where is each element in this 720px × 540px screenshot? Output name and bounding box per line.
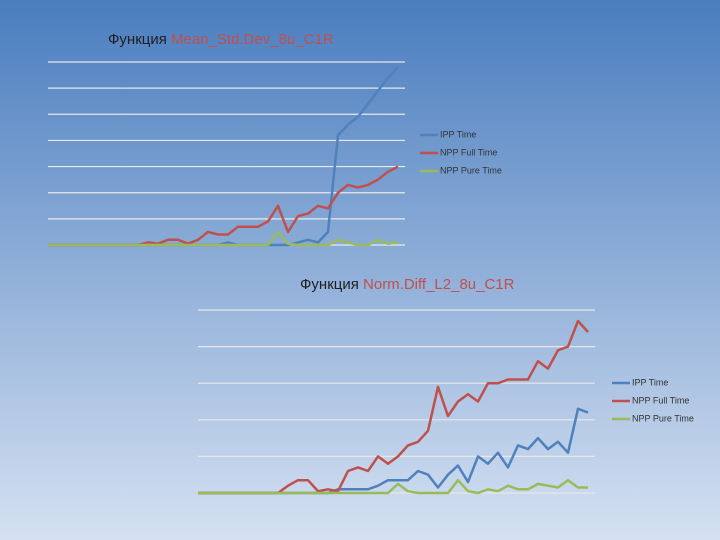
legend-label: NPP Pure Time: [440, 165, 502, 175]
title-part: Функция: [300, 276, 359, 293]
title-part: Функция: [108, 31, 167, 48]
series-line: [48, 230, 399, 247]
chart-title: Функция Mean_Std.Dev_8u_C1R: [108, 31, 334, 48]
chart-title: Функция Norm.Diff_L2_8u_C1R: [300, 276, 515, 293]
series-line: [198, 478, 588, 495]
title-part: Norm.Diff_L2_8u_C1R: [363, 276, 515, 293]
title-part: Mean_Std.Dev_8u_C1R: [171, 31, 334, 48]
legend-label: IPP Time: [632, 377, 668, 387]
legend-label: NPP Full Time: [440, 147, 497, 157]
legend-label: NPP Full Time: [632, 395, 689, 405]
legend-label: NPP Pure Time: [632, 413, 694, 423]
legend-label: IPP Time: [440, 129, 476, 139]
